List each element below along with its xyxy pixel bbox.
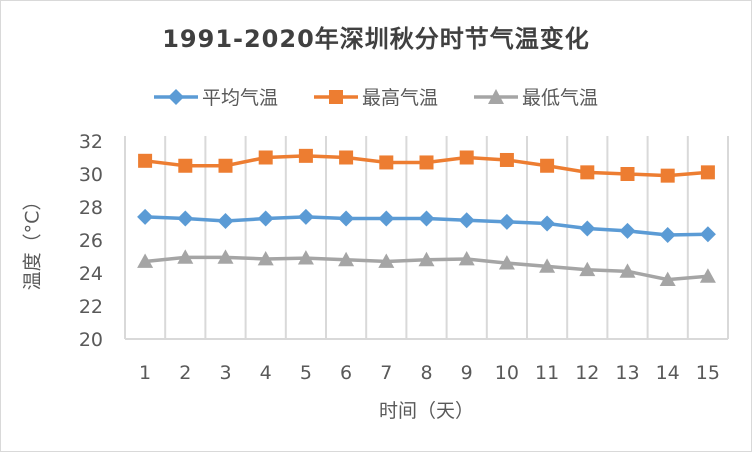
data-point	[458, 212, 475, 229]
chart-title: 1991-2020年深圳秋分时节气温变化	[162, 25, 590, 53]
data-point	[540, 158, 555, 173]
data-point	[218, 158, 233, 173]
data-point	[418, 210, 435, 227]
data-point	[297, 208, 314, 225]
x-tick-label: 10	[495, 362, 519, 384]
data-point	[338, 251, 355, 267]
data-point	[177, 249, 194, 264]
y-tick-label: 26	[79, 230, 103, 252]
x-tick-label: 13	[615, 362, 639, 384]
y-tick-label: 28	[79, 197, 103, 219]
data-point	[338, 210, 355, 227]
legend-label: 平均气温	[201, 87, 278, 109]
x-tick-label: 12	[575, 362, 599, 384]
data-point	[217, 213, 234, 230]
x-tick-label: 6	[340, 362, 352, 384]
x-tick-label: 3	[219, 362, 231, 384]
y-tick-label: 20	[79, 329, 103, 351]
legend-triangle-icon	[474, 88, 518, 104]
data-point	[498, 213, 515, 230]
data-point	[619, 222, 636, 239]
legend-item: 最低气温	[474, 83, 598, 110]
data-point	[298, 148, 313, 163]
data-point	[580, 165, 595, 180]
legend-item: 平均气温	[153, 83, 278, 110]
data-point	[297, 250, 314, 265]
data-point	[539, 215, 556, 232]
data-point	[699, 226, 716, 243]
data-point	[660, 168, 675, 183]
data-point	[699, 268, 716, 283]
data-point	[137, 208, 154, 225]
x-tick-label: 9	[461, 362, 473, 384]
y-tick-label: 32	[79, 131, 103, 153]
data-point	[178, 158, 193, 173]
data-point	[419, 155, 434, 170]
legend-label: 最低气温	[522, 87, 599, 109]
x-tick-label: 11	[535, 362, 559, 384]
data-point	[378, 253, 395, 268]
x-tick-label: 5	[300, 362, 312, 384]
legend-label: 最高气温	[361, 87, 438, 109]
x-tick-label: 2	[179, 362, 191, 384]
data-point	[539, 258, 556, 273]
x-tick-label: 1	[139, 362, 151, 384]
data-point	[217, 249, 234, 264]
data-point	[418, 251, 435, 267]
x-tick-label: 14	[656, 362, 680, 384]
y-tick-label: 30	[79, 164, 103, 186]
data-point	[579, 261, 596, 277]
data-point	[458, 250, 475, 266]
x-tick-label: 7	[380, 362, 392, 384]
data-point	[659, 271, 676, 286]
x-axis-label: 时间（天）	[378, 400, 474, 422]
data-point	[619, 263, 636, 278]
x-tick-label: 4	[260, 362, 272, 384]
x-tick-label: 15	[696, 362, 720, 384]
data-point	[499, 152, 514, 167]
y-tick-label: 22	[79, 296, 103, 318]
data-point	[620, 167, 635, 181]
data-point	[257, 250, 274, 266]
data-point	[177, 210, 194, 227]
legend-item: 最高气温	[313, 83, 438, 110]
legend: 平均气温 最高气温 最低气温	[1, 83, 751, 110]
legend-square-icon	[313, 89, 358, 104]
data-point	[258, 150, 273, 165]
data-point	[137, 253, 154, 268]
data-point	[257, 210, 274, 227]
legend-diamond-icon	[153, 88, 198, 105]
data-point	[579, 220, 596, 237]
data-point	[339, 150, 354, 165]
data-point	[459, 150, 474, 165]
x-tick-label: 8	[420, 362, 432, 384]
data-point	[700, 165, 715, 180]
y-tick-label: 24	[79, 263, 103, 285]
data-point	[378, 210, 395, 227]
data-point	[379, 155, 394, 170]
data-point	[138, 153, 153, 168]
data-point	[659, 227, 676, 244]
data-point	[498, 255, 515, 270]
